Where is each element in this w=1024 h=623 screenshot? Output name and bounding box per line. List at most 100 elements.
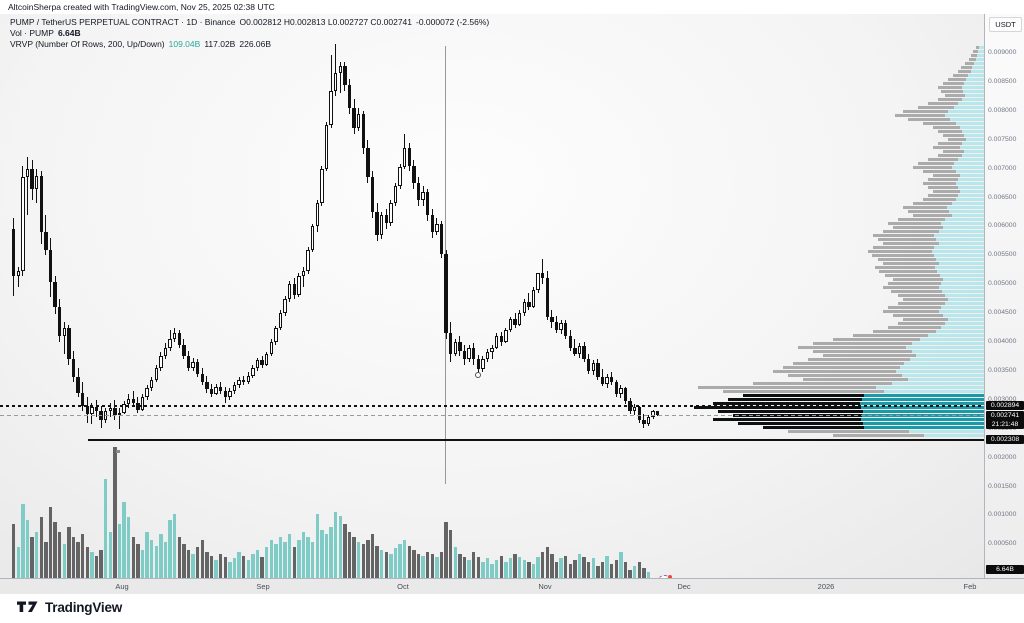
volume-bar: [623, 562, 628, 578]
notification-dot: [668, 575, 672, 578]
volume-bar: [490, 564, 494, 578]
volume-profile-row: [798, 346, 984, 349]
chart-legend: PUMP / TetherUS PERPETUAL CONTRACT · 1D …: [10, 17, 489, 50]
volume-bar: [150, 540, 154, 578]
candle-body: [389, 203, 393, 224]
candle-body: [550, 317, 554, 322]
volume-bar: [421, 556, 425, 578]
volume-bar: [403, 540, 407, 578]
volume-bar: [186, 550, 191, 578]
volume-bar: [265, 547, 269, 578]
volume-bar: [481, 562, 485, 578]
tradingview-logo[interactable]: TradingView: [17, 599, 122, 615]
volume-profile-row: [908, 210, 984, 213]
drawing-anchor-dot[interactable]: [116, 450, 120, 453]
candle-body: [504, 330, 508, 342]
candle-body: [315, 203, 319, 227]
candle-body: [186, 356, 191, 368]
horizontal-ray-drawing[interactable]: [88, 438, 984, 441]
currency-button[interactable]: USDT: [989, 17, 1022, 32]
volume-bar: [94, 556, 99, 578]
volume-profile-row: [808, 358, 984, 361]
candle-body: [81, 392, 85, 406]
volume-profile-row: [718, 410, 984, 413]
volume-bar: [16, 547, 20, 578]
volume-profile-row: [928, 186, 984, 189]
volume-bar: [122, 502, 126, 578]
candle-wick: [119, 408, 120, 429]
volume-bar: [375, 546, 379, 578]
volume-bar: [591, 558, 595, 578]
price-tick-label: 0.000500: [988, 540, 1017, 548]
candle-body: [605, 376, 609, 384]
dotted-level-line[interactable]: [0, 404, 984, 407]
time-axis[interactable]: Aug Sep Oct Nov Dec 2026 Feb: [0, 578, 1024, 594]
volume-profile-row: [976, 46, 984, 49]
volume-bar: [99, 550, 103, 578]
volume-profile-row: [868, 250, 984, 253]
volume-bar: [315, 514, 319, 578]
candle-body: [343, 65, 347, 85]
vrvp-study-title: VRVP (Number Of Rows, 200, Up/Down): [10, 39, 165, 49]
volume-profile-row: [913, 202, 984, 205]
volume-bar: [159, 534, 163, 578]
volume-bar: [30, 537, 34, 578]
candle-body: [108, 408, 112, 412]
volume-profile-row: [928, 102, 984, 105]
volume-profile-row: [945, 94, 984, 97]
volume-bar: [366, 540, 370, 578]
volume-bar: [513, 554, 517, 578]
candle-body: [596, 363, 600, 377]
volume-profile-row: [738, 422, 984, 425]
volume-profile-row: [965, 62, 984, 65]
price-axis[interactable]: USDT 0.009000 0.008500 0.008000 0.007500 0.0…: [984, 14, 1024, 578]
candle-body: [260, 360, 264, 366]
volume-profile-row: [888, 222, 984, 225]
volume-profile-row: [803, 378, 984, 381]
candle-body: [587, 359, 591, 371]
candle-body: [329, 90, 333, 126]
candle-wick: [491, 344, 493, 360]
candle-body: [541, 273, 545, 279]
vrvp-study-row[interactable]: VRVP (Number Of Rows, 200, Up/Down) 109.0…: [10, 39, 489, 50]
candle-body: [311, 226, 315, 250]
volume-profile-row: [943, 134, 984, 137]
volume-profile-row: [875, 266, 984, 269]
volume-profile-row: [878, 238, 984, 241]
volume-bar: [85, 547, 89, 578]
candle-body: [237, 379, 241, 386]
volume-profile-row: [953, 74, 984, 77]
volume-bar: [472, 552, 476, 578]
candle-body: [444, 254, 448, 334]
volume-bar: [343, 524, 347, 578]
volume-bar: [577, 554, 582, 578]
volume-study-row[interactable]: Vol · PUMP 6.64B: [10, 28, 489, 39]
time-tick-label: Oct: [397, 582, 409, 591]
volume-bar: [536, 557, 540, 578]
tradingview-logo-icon: [17, 601, 38, 612]
candle-body: [30, 168, 34, 189]
candle-body: [536, 273, 540, 290]
volume-profile-row: [713, 418, 984, 421]
candle-body: [140, 396, 145, 410]
volume-profile-row: [873, 234, 984, 237]
volume-profile-row: [833, 434, 984, 437]
candle-body: [71, 359, 76, 377]
volume-bar: [288, 534, 292, 578]
candle-body: [518, 313, 522, 325]
volume-bar: [476, 557, 480, 578]
candle-body: [577, 346, 582, 354]
candle-body: [467, 347, 471, 360]
candle-body: [127, 398, 131, 405]
candle-body: [347, 84, 352, 108]
price-tick-label: 0.004500: [988, 309, 1017, 317]
candle-wick: [339, 61, 341, 94]
symbol-row[interactable]: PUMP / TetherUS PERPETUAL CONTRACT · 1D …: [10, 17, 489, 28]
volume-profile-row: [923, 122, 984, 125]
volume-study-value: 6.64B: [57, 28, 81, 38]
candle-body: [412, 165, 416, 184]
volume-profile-row: [938, 142, 984, 145]
chart-canvas[interactable]: ⚡: [0, 14, 984, 578]
volume-bar: [633, 566, 637, 578]
candle-body: [324, 125, 329, 169]
